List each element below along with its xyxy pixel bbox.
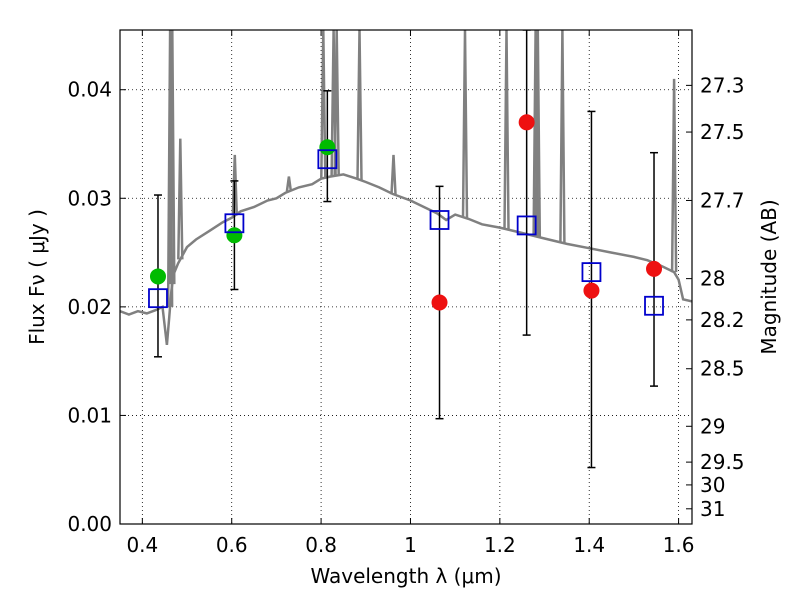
right-tick-label: 28.5 bbox=[700, 357, 745, 381]
emission-line bbox=[320, 30, 327, 179]
spectrum-continuum bbox=[120, 173, 692, 346]
right-tick-label: 30 bbox=[700, 473, 725, 497]
emission-line bbox=[670, 78, 678, 273]
circle-marker bbox=[319, 139, 336, 156]
emission-line bbox=[356, 30, 363, 180]
x-axis-label: Wavelength λ (μm) bbox=[310, 564, 501, 588]
y-tick-label: 0.02 bbox=[67, 295, 112, 319]
y-tick-label: 0.01 bbox=[67, 403, 112, 427]
emission-line bbox=[169, 30, 176, 285]
circle-marker bbox=[646, 260, 663, 277]
x-tick-label: 1.2 bbox=[484, 533, 516, 557]
plot-frame bbox=[119, 29, 693, 525]
data-markers bbox=[148, 114, 664, 316]
y-tick-label: 0.04 bbox=[67, 78, 112, 102]
y-tick-label: 0.00 bbox=[67, 512, 112, 536]
circle-marker bbox=[226, 227, 243, 244]
emission-line bbox=[231, 154, 239, 216]
emission-line bbox=[559, 30, 566, 243]
emission-line bbox=[503, 30, 510, 230]
square-marker bbox=[644, 295, 664, 316]
right-axis-label: Magnitude (AB) bbox=[757, 199, 781, 354]
x-tick-label: 0.8 bbox=[305, 533, 337, 557]
model-spectrum bbox=[120, 30, 692, 346]
y-axis-label: Flux Fν ( μJy ) bbox=[25, 209, 49, 345]
right-tick-label: 29 bbox=[700, 414, 725, 438]
right-tick-label: 28.2 bbox=[700, 308, 745, 332]
x-tick-label: 1.6 bbox=[663, 533, 695, 557]
x-tick-label: 0.4 bbox=[126, 533, 158, 557]
emission-line bbox=[177, 138, 184, 260]
right-tick-label: 29.5 bbox=[700, 450, 745, 474]
right-tick-label: 27.7 bbox=[700, 188, 745, 212]
circle-marker bbox=[583, 282, 600, 299]
right-tick-label: 28 bbox=[700, 267, 725, 291]
square-marker bbox=[429, 210, 450, 230]
y-tick-label: 0.03 bbox=[67, 186, 112, 210]
emission-line bbox=[461, 30, 469, 218]
emission-line bbox=[390, 154, 397, 195]
right-tick-label: 31 bbox=[700, 497, 725, 521]
grid-lines bbox=[120, 30, 692, 525]
square-marker bbox=[516, 215, 537, 236]
right-tick-label: 27.5 bbox=[700, 120, 745, 144]
x-tick-label: 1 bbox=[404, 533, 417, 557]
right-tick-label: 27.3 bbox=[700, 73, 745, 97]
circle-marker bbox=[149, 268, 166, 285]
x-tick-label: 1.4 bbox=[573, 533, 605, 557]
circle-marker bbox=[518, 114, 535, 131]
square-marker bbox=[317, 149, 338, 170]
error-bars bbox=[153, 30, 659, 469]
axis-ticks: 0.4 0.6 0.8 1 1.2 1.4 1.6 0.00 0.01 0.02 0.03 0.04 2… bbox=[67, 30, 745, 557]
emission-line bbox=[534, 30, 542, 237]
square-marker bbox=[148, 288, 168, 309]
emission-line bbox=[333, 30, 340, 176]
square-marker bbox=[581, 262, 602, 283]
emission-line bbox=[285, 176, 293, 192]
x-tick-label: 0.6 bbox=[216, 533, 248, 557]
square-marker bbox=[224, 213, 245, 234]
circle-marker bbox=[431, 294, 448, 311]
